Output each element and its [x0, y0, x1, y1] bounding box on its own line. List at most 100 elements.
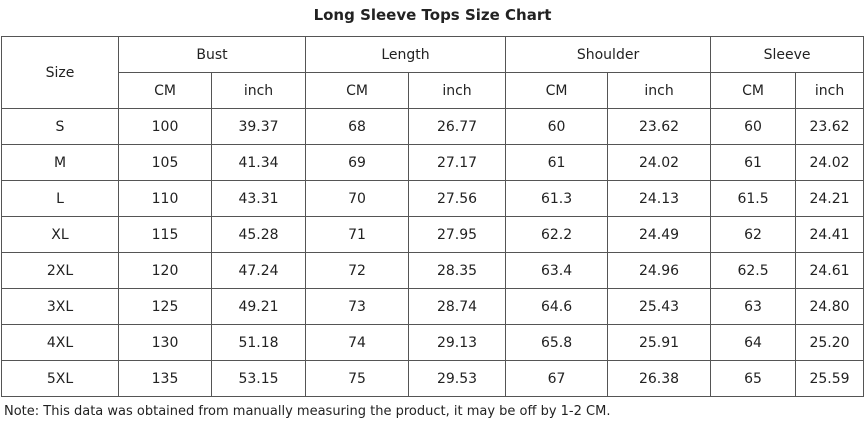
value-cell: 24.02	[795, 144, 865, 181]
value-cell: 24.96	[607, 252, 712, 289]
value-cell: 24.13	[607, 180, 712, 217]
value-cell: 115	[118, 216, 212, 253]
value-cell: 62.2	[505, 216, 609, 253]
value-cell: 53.15	[210, 360, 307, 397]
value-cell: 61	[505, 144, 609, 181]
value-cell: 71	[305, 216, 410, 253]
value-cell: 63.4	[505, 252, 609, 289]
unit-header: CM	[305, 72, 410, 109]
value-cell: 29.13	[408, 324, 507, 361]
size-cell: 2XL	[1, 252, 119, 289]
value-cell: 64	[710, 324, 797, 361]
value-cell: 24.21	[795, 180, 865, 217]
value-cell: 130	[118, 324, 212, 361]
value-cell: 74	[305, 324, 410, 361]
table-body: Size Bust Length Shoulder Sleeve CM inch CM inch…	[1, 36, 865, 397]
table-row: M 105 41.34 69 27.17 61 24.02 61 24.02	[1, 144, 865, 181]
value-cell: 51.18	[210, 324, 307, 361]
table-row: 2XL 120 47.24 72 28.35 63.4 24.96 62.5 24.61	[1, 252, 865, 289]
table-row: L 110 43.31 70 27.56 61.3 24.13 61.5 24.21	[1, 180, 865, 217]
value-cell: 110	[118, 180, 212, 217]
value-cell: 25.91	[607, 324, 712, 361]
size-cell: 5XL	[1, 360, 119, 397]
value-cell: 61.5	[710, 180, 797, 217]
value-cell: 43.31	[210, 180, 307, 217]
value-cell: 67	[505, 360, 609, 397]
value-cell: 24.61	[795, 252, 865, 289]
value-cell: 26.38	[607, 360, 712, 397]
group-header: Bust	[117, 36, 307, 73]
unit-header: inch	[408, 72, 507, 109]
value-cell: 69	[305, 144, 410, 181]
value-cell: 62	[710, 216, 797, 253]
unit-header: inch	[607, 72, 712, 109]
value-cell: 65	[710, 360, 797, 397]
value-cell: 60	[505, 108, 609, 145]
value-cell: 60	[710, 108, 797, 145]
value-cell: 39.37	[210, 108, 307, 145]
table-row: 4XL 130 51.18 74 29.13 65.8 25.91 64 25.20	[1, 324, 865, 361]
value-cell: 26.77	[408, 108, 507, 145]
unit-header: CM	[118, 72, 212, 109]
value-cell: 25.43	[607, 288, 712, 325]
group-header: Sleeve	[710, 36, 865, 73]
unit-header: CM	[505, 72, 609, 109]
value-cell: 29.53	[408, 360, 507, 397]
value-cell: 135	[118, 360, 212, 397]
table-row: 5XL 135 53.15 75 29.53 67 26.38 65 25.59	[1, 360, 865, 397]
table-row: XL 115 45.28 71 27.95 62.2 24.49 62 24.41	[1, 216, 865, 253]
value-cell: 120	[118, 252, 212, 289]
title: Long Sleeve Tops Size Chart	[313, 6, 552, 24]
value-cell: 27.56	[408, 180, 507, 217]
value-cell: 61	[710, 144, 797, 181]
value-cell: 24.02	[607, 144, 712, 181]
value-cell: 64.6	[505, 288, 609, 325]
value-cell: 75	[305, 360, 410, 397]
table-row: 3XL 125 49.21 73 28.74 64.6 25.43 63 24.80	[1, 288, 865, 325]
value-cell: 47.24	[210, 252, 307, 289]
value-cell: 125	[118, 288, 212, 325]
group-header: Length	[305, 36, 507, 73]
size-cell: 3XL	[1, 288, 119, 325]
value-cell: 24.49	[607, 216, 712, 253]
value-cell: 24.80	[795, 288, 865, 325]
value-cell: 63	[710, 288, 797, 325]
size-cell: 4XL	[1, 324, 119, 361]
value-cell: 23.62	[795, 108, 865, 145]
group-header: Shoulder	[505, 36, 712, 73]
value-cell: 28.35	[408, 252, 507, 289]
unit-header: inch	[795, 72, 865, 109]
size-cell: M	[1, 144, 119, 181]
value-cell: 24.41	[795, 216, 865, 253]
value-cell: 25.20	[795, 324, 865, 361]
value-cell: 25.59	[795, 360, 865, 397]
size-header: Size	[1, 36, 119, 109]
value-cell: 73	[305, 288, 410, 325]
value-cell: 61.3	[505, 180, 609, 217]
size-cell: S	[1, 108, 119, 145]
value-cell: 28.74	[408, 288, 507, 325]
value-cell: 70	[305, 180, 410, 217]
unit-header: CM	[710, 72, 797, 109]
table-row: CM inch CM inch CM inch CM inch	[2, 72, 865, 109]
size-cell: L	[1, 180, 119, 217]
size-cell: XL	[1, 216, 119, 253]
value-cell: 45.28	[210, 216, 307, 253]
value-cell: 65.8	[505, 324, 609, 361]
value-cell: 49.21	[210, 288, 307, 325]
unit-header: inch	[210, 72, 307, 109]
value-cell: 41.34	[210, 144, 307, 181]
value-cell: 62.5	[710, 252, 797, 289]
note: Note: This data was obtained from manual…	[4, 404, 611, 419]
value-cell: 27.17	[408, 144, 507, 181]
value-cell: 105	[118, 144, 212, 181]
table-row: Size Bust Length Shoulder Sleeve	[1, 36, 865, 109]
value-cell: 23.62	[607, 108, 712, 145]
value-cell: 100	[118, 108, 212, 145]
value-cell: 27.95	[408, 216, 507, 253]
value-cell: 68	[305, 108, 410, 145]
size-table: Size Bust Length Shoulder Sleeve CM inch CM inch…	[1, 36, 865, 397]
table-row: S 100 39.37 68 26.77 60 23.62 60 23.62	[1, 108, 865, 145]
value-cell: 72	[305, 252, 410, 289]
